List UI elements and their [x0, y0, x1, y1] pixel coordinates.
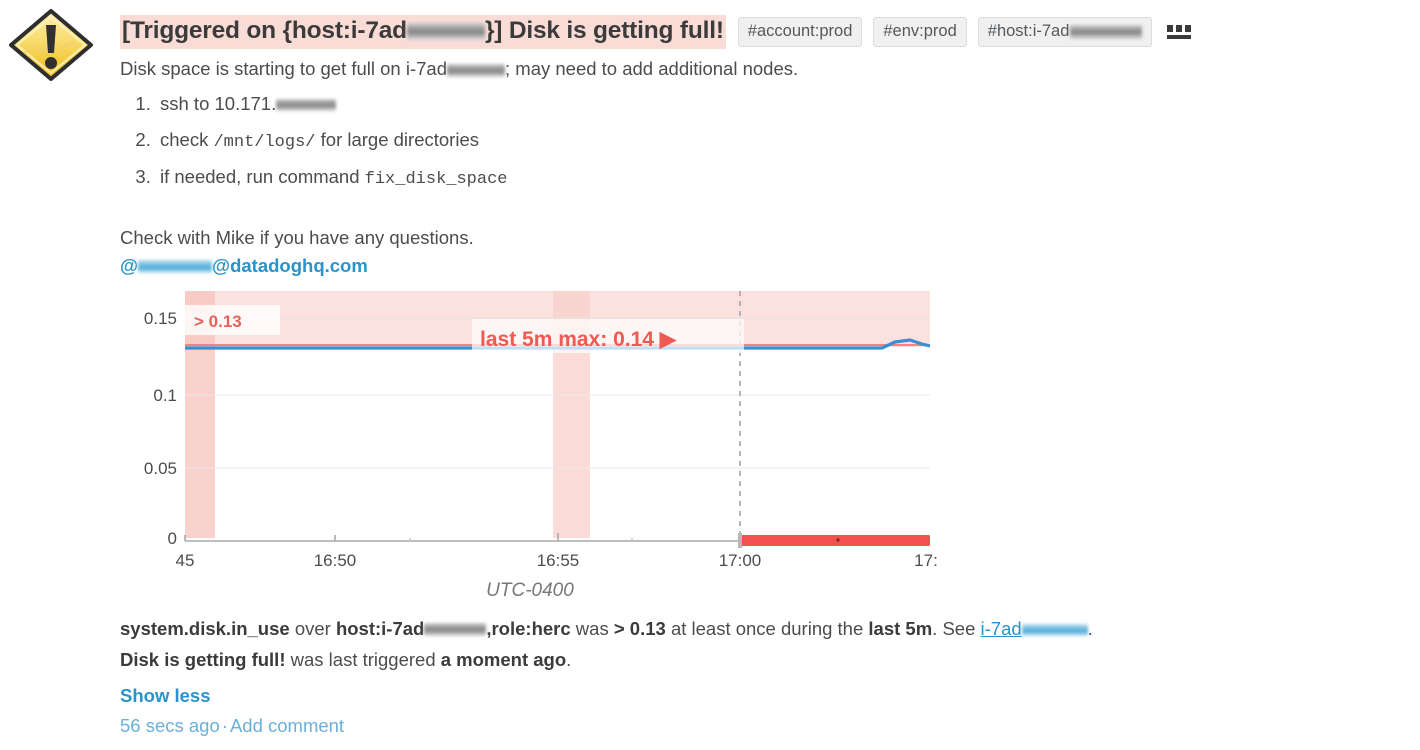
list-item: check /mnt/logs/ for large directories	[156, 122, 1410, 159]
desc-before: Disk space is starting to get full on i-…	[120, 58, 447, 79]
step-code-command: fix_disk_space	[364, 170, 508, 190]
title-prefix: [Triggered on {host:i-7ad	[122, 17, 407, 45]
more-actions-icon[interactable]	[1166, 22, 1192, 42]
host-link[interactable]: i-7ad	[981, 618, 1088, 639]
summary-monitor-name: Disk is getting full!	[120, 649, 286, 670]
redacted-mention-user	[138, 260, 213, 274]
annotation-label: last 5m max: 0.14 ▶	[480, 328, 677, 351]
summary-scope-prefix: host:i-7ad	[335, 617, 425, 639]
redacted-host-summary	[424, 623, 487, 637]
event-meta: 56 secs ago · Add comment	[120, 714, 1410, 738]
summary-line-2: Disk is getting full! was last triggered…	[120, 644, 1410, 675]
step-text: ssh to 10.171.	[160, 93, 277, 115]
xtick-label-4: 17:	[914, 551, 938, 570]
ytick-label-01: 0.1	[153, 386, 177, 405]
ytick-label-005: 0.05	[144, 459, 177, 478]
mention-suffix: @datadoghq.com	[212, 254, 368, 276]
alert-graph[interactable]: 0.15 0.1 0.05 0 > 0.13 last 5m max: 0.14…	[120, 283, 940, 603]
mention-link[interactable]: @ @datadoghq.com	[120, 254, 1410, 278]
timestamp[interactable]: 56 secs ago	[120, 715, 220, 737]
tag-env-prod[interactable]: #env:prod	[873, 17, 967, 47]
x-axis-label: UTC-0400	[486, 580, 574, 601]
event-body: [Triggered on {host:i-7ad }] Disk is gett…	[120, 14, 1410, 739]
tag-label: #account:prod	[747, 22, 853, 41]
step-code-path: /mnt/logs/	[213, 133, 316, 153]
tag-label: #host:i-7ad	[987, 22, 1070, 41]
tag-label: #env:prod	[883, 22, 957, 41]
xtick-label-3: 17:00	[719, 551, 762, 570]
summary-window: last 5m	[868, 617, 933, 639]
summary-line-1: system.disk.in_use over host:i-7ad ,role:…	[120, 613, 1410, 644]
event-description: Disk space is starting to get full on i-…	[120, 57, 1410, 80]
summary-line2-period: .	[566, 649, 572, 670]
mention-prefix: @	[120, 254, 139, 276]
tag-host[interactable]: #host:i-7ad	[977, 17, 1153, 47]
remediation-steps: ssh to 10.171. check /mnt/logs/ for larg…	[120, 86, 1410, 196]
add-comment-button[interactable]: Add comment	[229, 715, 345, 737]
redacted-host-tag	[1070, 24, 1143, 39]
event-summary: system.disk.in_use over host:i-7ad ,role:…	[120, 613, 1410, 676]
show-less-button[interactable]: Show less	[120, 685, 211, 707]
summary-period: .	[1087, 617, 1093, 639]
threshold-label-chip	[185, 304, 280, 335]
alert-graph-svg: 0.15 0.1 0.05 0 > 0.13 last 5m max: 0.14…	[144, 290, 938, 601]
summary-see: . See	[932, 617, 976, 639]
xtick-label-0: 45	[176, 551, 195, 570]
page-title: [Triggered on {host:i-7ad }] Disk is gett…	[120, 15, 726, 49]
step-text: if needed, run command	[160, 166, 365, 188]
list-item: if needed, run command fix_disk_space	[156, 159, 1410, 196]
host-link-text: i-7ad	[980, 617, 1022, 639]
ytick-label-015: 0.15	[144, 309, 177, 328]
summary-line2-mid: was last triggered	[290, 649, 436, 670]
tag-list: #account:prod #env:prod #host:i-7ad	[737, 17, 1153, 47]
menu-bar	[1167, 35, 1192, 39]
ytick-label-0: 0	[168, 529, 177, 548]
threshold-label: > 0.13	[194, 312, 242, 331]
summary-over: over	[294, 617, 331, 639]
summary-metric: system.disk.in_use	[120, 617, 290, 639]
xtick-label-1: 16:50	[314, 551, 357, 570]
alert-bar	[740, 534, 930, 546]
menu-dots	[1167, 25, 1192, 32]
summary-condition: > 0.13	[613, 617, 666, 639]
desc-after: ; may need to add additional nodes.	[505, 58, 799, 79]
summary-was: was	[575, 617, 609, 639]
redacted-ip	[276, 99, 337, 112]
summary-middle: at least once during the	[670, 617, 864, 639]
summary-scope-suffix: ,role:herc	[486, 617, 571, 639]
step-text: check	[160, 129, 214, 151]
note-text: Check with Mike if you have any question…	[120, 227, 474, 249]
meta-separator: ·	[221, 715, 228, 737]
alert-bar-tick	[836, 537, 840, 542]
title-suffix: }] Disk is getting full!	[484, 17, 724, 45]
list-item: ssh to 10.171.	[156, 86, 1410, 122]
warning-diamond-svg	[9, 9, 93, 81]
warning-diamond-icon	[8, 8, 102, 82]
event-header: [Triggered on {host:i-7ad }] Disk is gett…	[120, 14, 1410, 50]
annotation-chip	[472, 318, 744, 353]
metric-line-series	[185, 337, 931, 350]
step-text-after: for large directories	[315, 129, 479, 151]
redacted-host-desc	[447, 63, 505, 77]
xtick-label-2: 16:55	[537, 551, 580, 570]
alert-bar-start-cap	[738, 532, 742, 548]
redacted-host-link	[1021, 623, 1088, 636]
summary-trigger-time: a moment ago	[440, 649, 567, 670]
tag-account-prod[interactable]: #account:prod	[737, 17, 863, 47]
redacted-host-title	[406, 23, 485, 41]
